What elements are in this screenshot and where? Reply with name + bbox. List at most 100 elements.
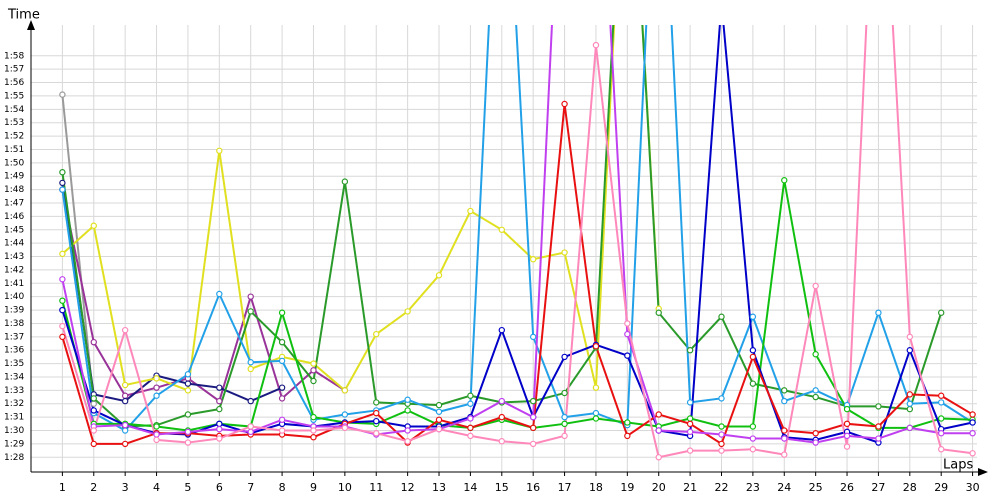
point [749,353,757,361]
x-tick-label: 23 [746,481,760,494]
y-tick-label: 1:53 [4,118,24,128]
point [624,432,631,440]
point [184,387,192,394]
point [404,396,411,403]
point [153,436,160,444]
point [498,226,505,233]
x-tick-label: 4 [153,481,160,494]
point [153,423,160,430]
point [278,309,286,316]
point [341,411,349,418]
point [686,420,694,428]
point [875,423,882,430]
x-tick-label: 26 [840,481,854,494]
point [153,431,160,438]
point [59,333,66,341]
point [310,367,317,374]
y-tick-label: 1:40 [4,292,24,302]
point [781,427,788,434]
series-line [61,94,95,404]
point [686,399,694,406]
point [875,403,882,410]
series-line [61,189,346,403]
x-tick-label: 20 [652,481,666,494]
point [561,413,568,421]
point [686,415,694,422]
point [278,384,286,391]
point [906,391,914,398]
point [781,397,788,405]
point [937,399,945,406]
point [498,438,505,445]
y-tick-label: 1:57 [4,65,24,75]
x-tick-label: 5 [184,481,191,494]
point [278,395,286,402]
x-tick-label: 14 [463,481,477,494]
point [749,423,757,430]
point [781,387,788,394]
point [561,353,568,361]
series-line [61,25,973,444]
y-tick-label: 1:48 [4,185,24,195]
point [59,179,66,187]
series-line [61,103,974,446]
point [624,352,631,359]
y-tick-label: 1:39 [4,306,24,316]
point [969,429,976,437]
point [812,387,819,394]
y-tick-label: 1:30 [4,426,24,436]
y-tick-label: 1:28 [4,453,24,463]
point [247,308,254,315]
point [373,417,380,425]
point [247,293,254,300]
point [624,419,631,426]
point [718,395,725,402]
point [906,405,914,413]
point [435,416,443,424]
y-tick-label: 1:55 [4,91,24,101]
point [686,447,694,454]
point [121,397,129,405]
point [906,424,914,432]
y-tick-label: 1:47 [4,198,24,208]
y-tick-label: 1:49 [4,172,24,182]
y-tick-label: 1:38 [4,319,24,329]
point [216,147,223,155]
point [216,397,223,405]
x-tick-label: 8 [279,481,286,494]
point [216,435,223,442]
y-tick-label: 1:42 [4,265,24,275]
point [718,440,725,448]
point [969,419,976,426]
x-tick-label: 13 [432,481,446,494]
point [59,306,66,314]
point [90,407,97,414]
point [153,384,160,391]
point [153,392,160,399]
point [121,421,129,429]
point [749,435,757,442]
point [278,427,286,434]
point [718,423,725,430]
series-line [61,25,974,432]
point [435,401,443,409]
y-tick-label: 1:43 [4,252,24,262]
point [719,0,724,5]
point [59,297,66,304]
point [341,424,349,432]
point [561,249,568,256]
x-tick-label: 6 [216,481,223,494]
point [278,416,286,424]
point [121,392,129,399]
y-axis-label: Time [7,8,40,23]
y-tick-label: 1:51 [4,145,24,155]
y-tick-label: 1:56 [4,78,24,88]
point [655,454,662,461]
point [59,322,66,330]
point [592,342,600,350]
point [90,400,97,407]
point [404,407,411,414]
y-tick-label: 1:45 [4,225,24,235]
point [373,330,380,338]
point [278,357,286,365]
